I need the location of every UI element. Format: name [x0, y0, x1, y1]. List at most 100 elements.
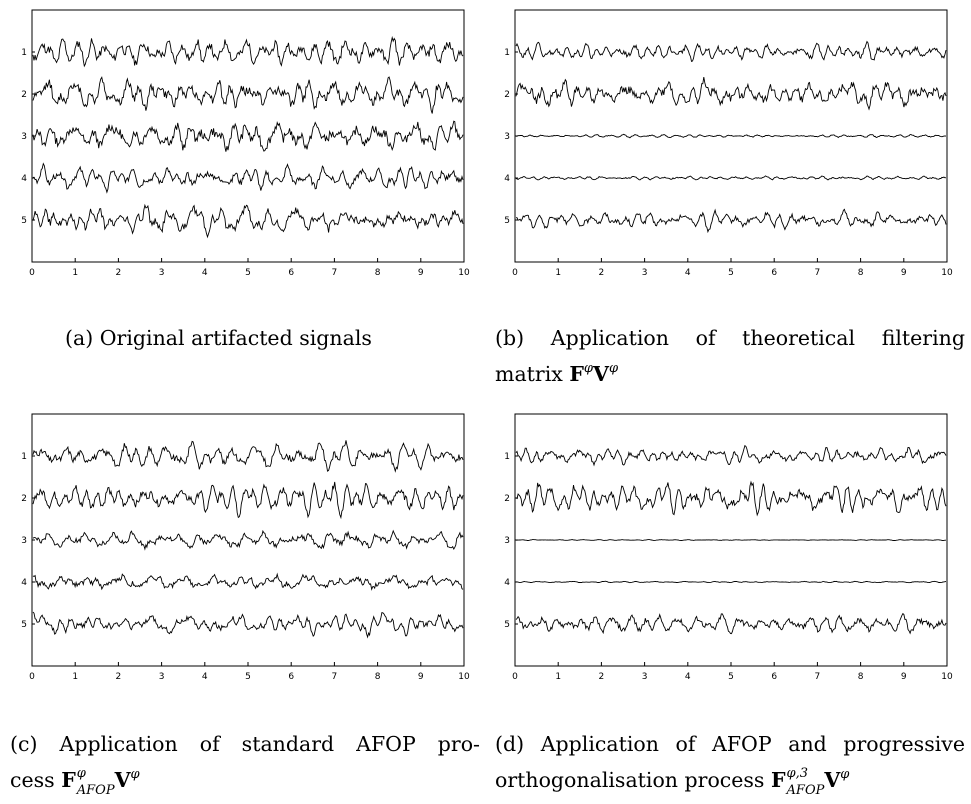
math-sup-phi-2: φ	[840, 767, 850, 782]
x-tick-label: 6	[771, 672, 777, 682]
x-tick-label: 3	[159, 268, 165, 278]
channel-label-2: 2	[21, 90, 27, 100]
caption-d: (d) Application of AFOP and progressive …	[495, 726, 965, 798]
x-tick-label: 10	[941, 672, 953, 682]
channel-label-3: 3	[21, 132, 27, 142]
signal-trace-1	[515, 444, 947, 467]
caption-a-tag: (a)	[65, 326, 94, 350]
math-F: F	[770, 768, 786, 792]
signal-trace-3	[32, 120, 464, 152]
math-supsub: φ,3 AFOP	[786, 765, 825, 797]
x-tick-label: 10	[941, 268, 953, 278]
x-tick-label: 1	[555, 268, 561, 278]
signal-trace-2	[515, 480, 947, 517]
channel-label-4: 4	[21, 578, 27, 588]
math-V: V	[593, 362, 609, 386]
x-tick-label: 3	[642, 268, 648, 278]
math-sub-afop: AFOP	[76, 782, 115, 798]
x-tick-label: 0	[512, 268, 518, 278]
caption-d-tag: (d)	[495, 732, 525, 756]
x-tick-label: 1	[72, 672, 78, 682]
x-tick-label: 1	[555, 672, 561, 682]
x-tick-label: 10	[458, 268, 470, 278]
x-tick-label: 4	[685, 672, 691, 682]
math-F: F	[61, 768, 76, 792]
math-supsub: φ AFOP	[76, 767, 115, 798]
caption-a-text: Original artifacted signals	[99, 326, 372, 350]
plot-frame	[31, 9, 465, 263]
channel-label-3: 3	[504, 132, 510, 142]
x-tick-label: 1	[72, 268, 78, 278]
x-tick-label: 9	[418, 672, 424, 682]
x-tick-label: 5	[245, 268, 251, 278]
math-sup-phi: φ	[583, 361, 594, 376]
channel-label-2: 2	[504, 90, 510, 100]
signal-trace-1	[515, 40, 947, 63]
x-tick-label: 6	[288, 672, 294, 682]
x-tick-label: 0	[29, 268, 35, 278]
signal-trace-4	[515, 175, 947, 181]
caption-b-line2-text: matrix	[495, 362, 563, 386]
panel-c-svg: 0 1 2 3 4 5 6 7 8 9 10 1 2 3 4 5	[21, 413, 470, 682]
signal-trace-4	[32, 572, 464, 591]
signal-trace-2	[32, 76, 464, 114]
x-tick-label: 4	[685, 268, 691, 278]
x-tick-label: 5	[728, 268, 734, 278]
caption-c: (c) Application of standard AFOP pro- ce…	[10, 726, 480, 798]
caption-b-math: FφVφ	[569, 362, 618, 386]
caption-c-tag: (c)	[10, 732, 38, 756]
signal-trace-2	[515, 77, 947, 111]
x-tick-label: 7	[815, 672, 821, 682]
channel-label-5: 5	[504, 216, 510, 226]
signal-trace-3	[516, 539, 946, 541]
channel-label-5: 5	[504, 620, 510, 630]
x-tick-label: 9	[901, 268, 907, 278]
x-tick-label: 5	[245, 672, 251, 682]
channel-label-4: 4	[21, 174, 27, 184]
x-tick-label: 3	[159, 672, 165, 682]
x-tick-label: 9	[901, 672, 907, 682]
x-tick-label: 2	[116, 268, 122, 278]
math-sup-phi-2: φ	[130, 767, 140, 782]
channel-label-1: 1	[21, 48, 27, 58]
caption-d-text: Application of AFOP and progressive	[540, 732, 965, 756]
x-tick-label: 6	[771, 268, 777, 278]
caption-c-text: Application of standard AFOP pro-	[59, 732, 480, 756]
caption-b-text: Application of theoretical filtering	[550, 326, 965, 350]
signal-trace-2	[32, 481, 464, 520]
x-tick-label: 2	[599, 268, 605, 278]
channel-label-4: 4	[504, 578, 510, 588]
channel-label-5: 5	[21, 620, 27, 630]
channel-label-2: 2	[21, 494, 27, 504]
panel-a-svg: 0 1 2 3 4 5 6 7 8 9 10 1 2 3 4 5	[21, 9, 470, 278]
x-tick-label: 8	[375, 268, 381, 278]
x-tick-label: 8	[858, 672, 864, 682]
caption-c-line2-text: cess	[10, 768, 55, 792]
caption-d-line2-text: orthogonalisation process	[495, 768, 765, 792]
signal-trace-5	[32, 203, 464, 239]
plot-frame	[31, 413, 465, 667]
panel-d-svg: 0 1 2 3 4 5 6 7 8 9 10 1 2 3 4 5	[504, 413, 953, 682]
x-tick-label: 8	[858, 268, 864, 278]
signal-trace-5	[516, 208, 947, 234]
channel-label-3: 3	[21, 536, 27, 546]
channel-label-5: 5	[21, 216, 27, 226]
panel-a-chart: 0 1 2 3 4 5 6 7 8 9 10 1 2 3 4 5	[8, 6, 476, 286]
caption-a: (a) Original artifacted signals	[65, 320, 445, 356]
x-tick-label: 6	[288, 268, 294, 278]
math-sup-phi3: φ,3	[786, 765, 809, 781]
channel-label-1: 1	[504, 452, 510, 462]
x-tick-label: 3	[642, 672, 648, 682]
math-V: V	[114, 768, 131, 792]
x-tick-label: 7	[332, 268, 338, 278]
math-sup-phi-2: φ	[608, 361, 619, 376]
x-tick-label: 2	[116, 672, 122, 682]
x-tick-label: 9	[418, 268, 424, 278]
panel-c-chart: 0 1 2 3 4 5 6 7 8 9 10 1 2 3 4 5	[8, 410, 476, 690]
caption-b: (b) Application of theoretical filtering…	[495, 320, 965, 392]
x-tick-label: 7	[332, 672, 338, 682]
